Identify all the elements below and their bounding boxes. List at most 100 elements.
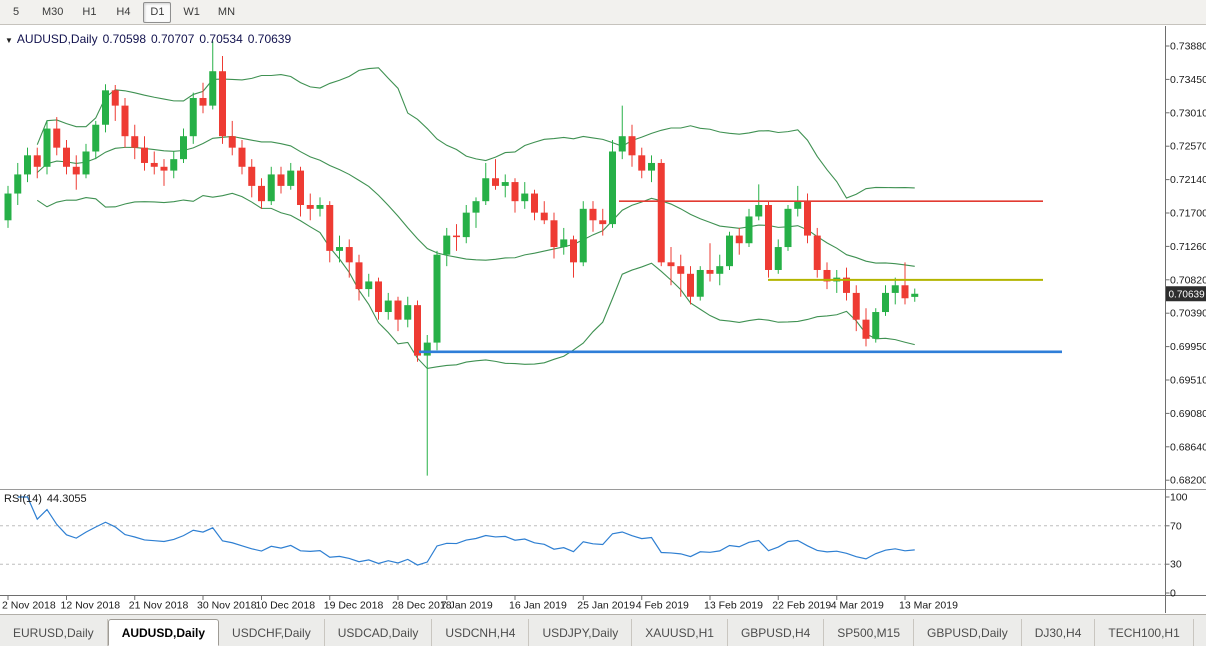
tab-DJ30,H4[interactable]: DJ30,H4 [1022, 619, 1096, 646]
candle-body [901, 285, 909, 299]
tab-AUDUSD,Daily[interactable]: AUDUSD,Daily [107, 619, 220, 646]
tab-SP500,M15[interactable]: SP500,M15 [824, 619, 915, 646]
tab-USDCHF,Daily[interactable]: USDCHF,Daily [219, 619, 325, 646]
tab-EURUSD,Daily[interactable]: EURUSD,Daily [0, 619, 108, 646]
candle-body [365, 281, 373, 290]
timeframe-button-D1[interactable]: D1 [143, 1, 172, 23]
date-axis-label: 16 Jan 2019 [509, 600, 567, 612]
candle-body [43, 128, 51, 167]
candle-body [306, 205, 314, 209]
price-axis-label: 0.71260 [1170, 241, 1206, 253]
date-axis-label: 7 Jan 2019 [441, 600, 493, 612]
timeframe-button-W1[interactable]: W1 [183, 5, 200, 18]
chart-symbol-period: AUDUSD,Daily [16, 32, 98, 46]
tab-USDCNH,H4[interactable]: USDCNH,H4 [432, 619, 530, 646]
timeframe-button-H4[interactable]: H4 [116, 5, 131, 18]
candle-body [492, 178, 499, 186]
tab-USDCAD,Daily[interactable]: USDCAD,Daily [325, 619, 433, 646]
candle-body [355, 262, 363, 290]
candle-body [765, 205, 772, 270]
date-axis-label: 12 Nov 2018 [61, 600, 121, 612]
timeframe-button-MN[interactable]: MN [217, 5, 236, 18]
candle-body [102, 90, 109, 125]
price-axis-label: 0.73010 [1170, 107, 1206, 119]
candle-body [706, 269, 714, 274]
candle-body [414, 305, 421, 356]
tab-USDJPY,Daily[interactable]: USDJPY,Daily [529, 619, 633, 646]
candle-body [72, 166, 80, 175]
date-axis-label: 21 Nov 2018 [129, 600, 189, 612]
candle-body [443, 235, 451, 255]
candle-body [774, 247, 782, 270]
timeframe-button-M30[interactable]: M30 [42, 5, 64, 18]
candle-body [609, 151, 616, 225]
candle-body [277, 174, 285, 186]
tab-UKC[interactable]: UKC [1194, 619, 1206, 646]
candle-body [453, 235, 460, 238]
rsi-scale-label: 100 [1170, 492, 1188, 504]
candle-body [784, 208, 792, 248]
candle-body [872, 312, 880, 339]
candle-body [667, 262, 675, 267]
date-axis-label: 13 Feb 2019 [704, 600, 763, 612]
ohlc-high: 0.70707 [151, 32, 195, 46]
price-axis-label: 0.68640 [1170, 441, 1206, 453]
chart-dropdown-icon[interactable]: ▼ [5, 36, 13, 45]
candle-body [111, 90, 119, 106]
candle-body [531, 193, 538, 213]
candle-body [423, 342, 431, 356]
tab-GBPUSD,H4[interactable]: GBPUSD,H4 [728, 619, 825, 646]
chart-tabs: EURUSD,Daily AUDUSD,Daily USDCHF,Daily USDC… [0, 614, 1206, 646]
date-axis-label: 19 Dec 2018 [324, 600, 384, 612]
date-axis-label: 30 Nov 2018 [197, 600, 257, 612]
candle-body [141, 147, 148, 163]
candle-body [540, 212, 548, 221]
candle-body [570, 239, 577, 263]
candle-body [209, 71, 217, 106]
candle-body [238, 147, 246, 167]
candle-body [657, 162, 665, 263]
timeframe-button-5[interactable]: 5 [12, 5, 20, 18]
bollinger-upper-band [36, 67, 915, 199]
candle-body [33, 155, 41, 167]
candle-body [891, 285, 899, 293]
candle-body [823, 269, 831, 282]
date-axis-label: 28 Dec 2018 [392, 600, 452, 612]
ohlc-close: 0.70639 [247, 32, 292, 46]
candle-body [813, 235, 821, 270]
candle-body [375, 281, 382, 313]
current-price-badge [1166, 286, 1206, 302]
candle-body [882, 292, 889, 313]
rsi-value: 44.3055 [46, 493, 87, 505]
candle-body [618, 136, 626, 152]
candle-body [199, 97, 207, 106]
candle-body [131, 136, 139, 148]
candle-body [433, 254, 441, 343]
candle-body [911, 293, 919, 297]
candle-body [336, 247, 343, 251]
price-chart-canvas[interactable]: 0.73880 0.73450 0.73010 0.72570 0.72140 0.717… [0, 26, 1206, 613]
date-axis-label: 13 Mar 2019 [899, 600, 958, 612]
price-axis-label: 0.69510 [1170, 375, 1206, 387]
price-axis-label: 0.68200 [1170, 475, 1206, 487]
candle-body [228, 136, 236, 148]
tab-XAUUSD,H1[interactable]: XAUUSD,H1 [632, 619, 728, 646]
candle-body [501, 182, 509, 186]
tab-GBPUSD,Daily[interactable]: GBPUSD,Daily [914, 619, 1022, 646]
tab-TECH100,H1[interactable]: TECH100,H1 [1095, 619, 1194, 646]
price-axis-label: 0.71700 [1170, 208, 1206, 220]
date-axis-label: 4 Feb 2019 [636, 600, 689, 612]
timeframe-button-H1[interactable]: H1 [82, 5, 97, 18]
candle-body [755, 205, 763, 217]
rsi-scale-label: 30 [1170, 559, 1182, 571]
candle-body [599, 220, 607, 225]
candle-body [745, 216, 753, 244]
candle-body [696, 269, 704, 297]
candle-body [189, 97, 197, 137]
candle-body [589, 208, 597, 221]
candle-body [843, 277, 850, 293]
price-axis-label: 0.72570 [1170, 141, 1206, 153]
candle-body [160, 166, 168, 171]
candle-body [677, 266, 685, 274]
ohlc-open: 0.70598 [102, 32, 146, 46]
